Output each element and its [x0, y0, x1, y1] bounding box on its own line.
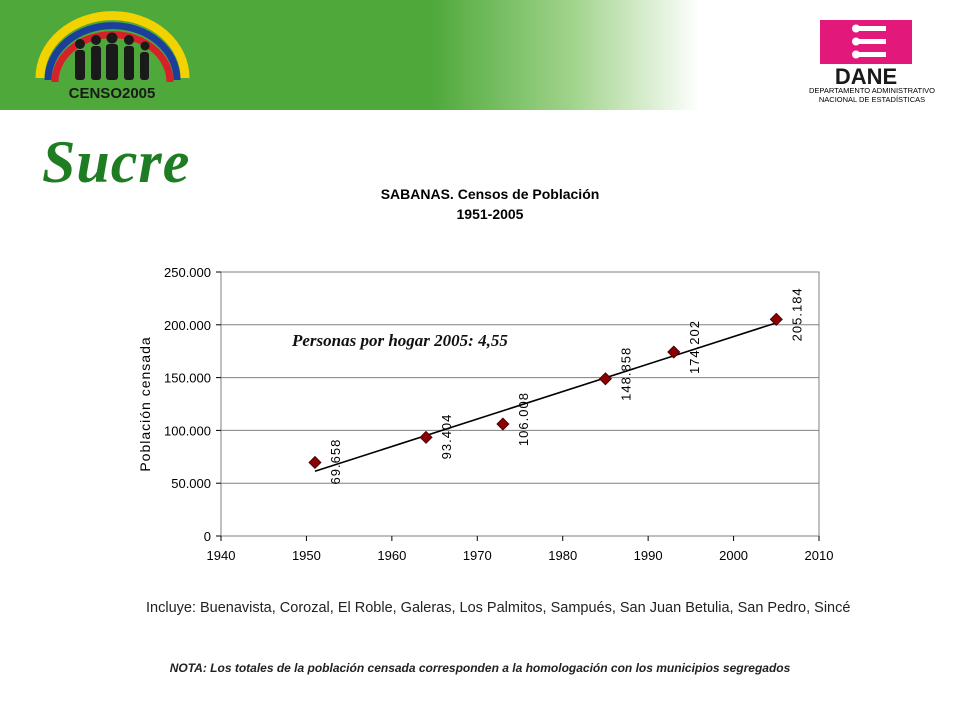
data-label: 148.858: [618, 347, 633, 401]
census-note: NOTA: Los totales de la población censad…: [169, 661, 791, 675]
data-point: [769, 312, 783, 326]
dane-logo: DANE: [820, 20, 912, 89]
y-tick-label: 100.000: [164, 423, 211, 438]
y-tick-label: 0: [204, 529, 211, 544]
plot-area: [220, 271, 820, 537]
region-title: Sucre: [42, 129, 191, 195]
data-labels: 69.658 93.404 106.008 148.858 174.202 205.184: [328, 287, 804, 484]
y-tick-label: 200.000: [164, 318, 211, 333]
data-label: 69.658: [328, 439, 343, 485]
x-tick-label: 2000: [719, 548, 748, 563]
x-tick-label: 1940: [207, 548, 236, 563]
y-tick-label: 150.000: [164, 371, 211, 386]
x-tick-label: 1970: [463, 548, 492, 563]
x-tick-label: 1980: [548, 548, 577, 563]
data-point: [598, 372, 612, 386]
data-point: [667, 345, 681, 359]
x-tick-label: 1960: [377, 548, 406, 563]
data-label: 106.008: [516, 392, 531, 446]
data-point: [419, 430, 433, 444]
chart-title: SABANAS. Censos de Población: [381, 186, 600, 202]
y-axis: 0 50.000 100.000 150.000 200.000 250.000: [164, 265, 221, 544]
persons-per-household-note: Personas por hogar 2005: 4,55: [291, 331, 508, 350]
data-point: [496, 417, 510, 431]
dane-caption-line2: NACIONAL DE ESTADÍSTICAS: [818, 95, 926, 104]
included-municipalities-note: Incluye: Buenavista, Corozal, El Roble, …: [146, 600, 851, 616]
dane-caption: DEPARTAMENTO ADMINISTRATIVO NACIONAL DE …: [792, 86, 952, 104]
x-tick-label: 1950: [292, 548, 321, 563]
y-tick-label: 50.000: [171, 476, 211, 491]
x-tick-label: 2010: [805, 548, 834, 563]
x-axis: 1940 1950 1960 1970 1980 1990 2000 2010: [207, 536, 834, 563]
censo-2005-logo: CENSO2005: [35, 11, 190, 102]
data-label: 93.404: [439, 414, 454, 460]
y-tick-label: 250.000: [164, 265, 211, 280]
x-tick-label: 1990: [634, 548, 663, 563]
censo-logo-text: CENSO2005: [69, 85, 156, 102]
gridlines: [221, 324, 819, 484]
y-axis-label: Población censada: [137, 336, 153, 471]
data-label: 205.184: [789, 287, 804, 341]
data-label: 174.202: [687, 320, 702, 374]
data-points: [308, 312, 783, 470]
dane-caption-line1: DEPARTAMENTO ADMINISTRATIVO: [809, 86, 935, 95]
chart-subtitle: 1951-2005: [457, 206, 524, 222]
dane-logo-text: DANE: [835, 64, 897, 89]
trendline: [314, 322, 777, 472]
data-point: [308, 455, 322, 470]
